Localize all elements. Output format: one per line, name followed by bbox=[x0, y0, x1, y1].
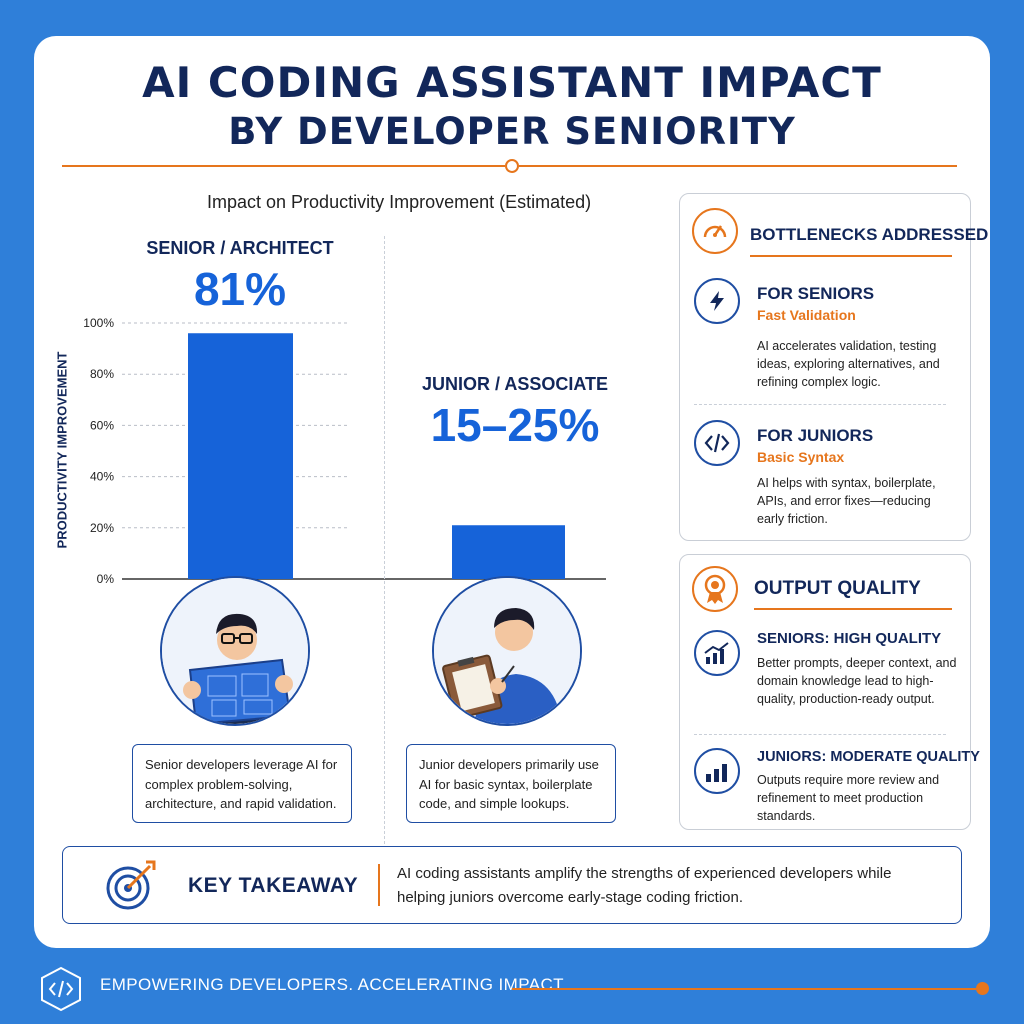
quality-title: OUTPUT QUALITY bbox=[754, 578, 921, 599]
title-divider-right bbox=[519, 165, 957, 167]
bottlenecks-title: BOTTLENECKS ADDRESSED bbox=[750, 225, 989, 244]
quality-juniors-body: Outputs require more review and refineme… bbox=[757, 773, 940, 824]
target-icon bbox=[104, 858, 158, 912]
rising-chart-icon bbox=[694, 630, 740, 676]
title-divider-dot bbox=[505, 159, 519, 173]
takeaway-separator bbox=[378, 864, 380, 906]
bottlenecks-panel bbox=[679, 193, 971, 541]
lightning-icon bbox=[694, 278, 740, 324]
footer-text: EMPOWERING DEVELOPERS. ACCELERATING IMPA… bbox=[100, 975, 568, 994]
senior-category-label: SENIOR / ARCHITECT bbox=[146, 238, 334, 258]
award-badge-icon bbox=[692, 566, 738, 612]
senior-value-label: 81% bbox=[193, 263, 287, 315]
bar-chart-icon bbox=[694, 748, 740, 794]
footer-line bbox=[512, 988, 976, 990]
code-hexagon-icon bbox=[38, 966, 84, 1012]
bottleneck-juniors-title: FOR JUNIORS bbox=[757, 426, 874, 445]
chart-title: Impact on Productivity Improvement (Esti… bbox=[207, 192, 592, 212]
gauge-icon bbox=[692, 208, 738, 254]
bottleneck-seniors-subtitle: Fast Validation bbox=[757, 307, 856, 323]
junior-category-label: JUNIOR / ASSOCIATE bbox=[421, 374, 609, 394]
bottleneck-juniors-subtitle: Basic Syntax bbox=[757, 449, 845, 465]
footer-dot bbox=[976, 982, 989, 995]
quality-title-underline bbox=[754, 608, 952, 610]
takeaway-box bbox=[62, 846, 962, 924]
quality-juniors-title: JUNIORS: MODERATE QUALITY bbox=[757, 749, 980, 765]
y-axis-label: PRODUCTIVITY IMPROVEMENT bbox=[54, 351, 70, 549]
senior-description: Senior developers leverage AI for comple… bbox=[132, 744, 352, 823]
bottlenecks-title-underline bbox=[750, 255, 952, 257]
senior-illustration bbox=[160, 576, 310, 726]
takeaway-text: AI coding assistants amplify the strengt… bbox=[397, 865, 892, 906]
bottleneck-seniors-title: FOR SENIORS bbox=[757, 284, 875, 303]
column-divider bbox=[384, 236, 385, 844]
page-subtitle: BY DEVELOPER SENIORITY bbox=[228, 110, 796, 153]
junior-value-label: 15–25% bbox=[430, 399, 600, 451]
quality-seniors-body: Better prompts, deeper context, and doma… bbox=[757, 656, 957, 707]
junior-description: Junior developers primarily use AI for b… bbox=[406, 744, 616, 823]
page-title: AI CODING ASSISTANT IMPACT bbox=[142, 58, 882, 107]
takeaway-title: KEY TAKEAWAY bbox=[188, 874, 359, 897]
junior-illustration bbox=[432, 576, 582, 726]
bottleneck-juniors-body: AI helps with syntax, boilerplate, APIs,… bbox=[757, 476, 936, 527]
title-divider-left bbox=[62, 165, 505, 167]
bottleneck-seniors-body: AI accelerates validation, testing ideas… bbox=[757, 339, 940, 390]
code-icon bbox=[694, 420, 740, 466]
bottleneck-divider bbox=[694, 404, 946, 405]
quality-divider bbox=[694, 734, 946, 735]
quality-seniors-title: SENIORS: HIGH QUALITY bbox=[757, 630, 942, 647]
